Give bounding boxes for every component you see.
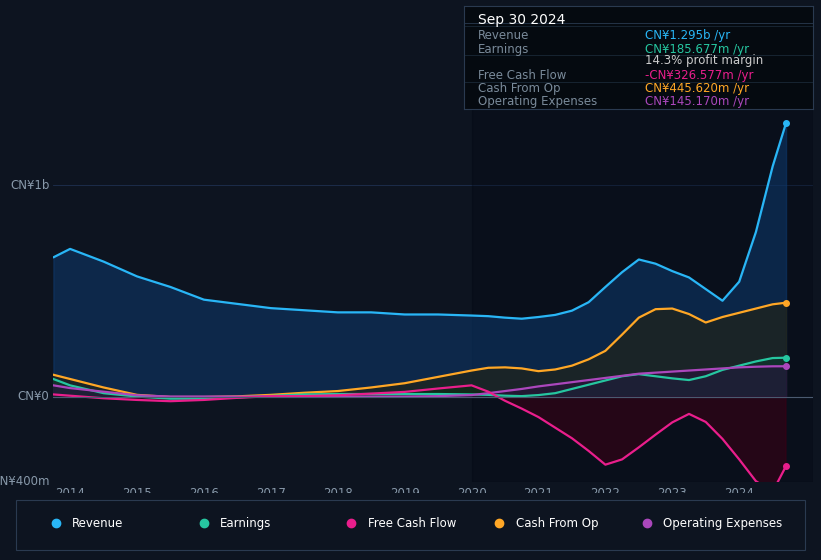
Bar (471, 101, 813, 482)
Text: CN¥1b: CN¥1b (10, 179, 49, 192)
Text: Free Cash Flow: Free Cash Flow (478, 68, 566, 82)
Text: CN¥445.620m /yr: CN¥445.620m /yr (645, 82, 750, 95)
Text: Cash From Op: Cash From Op (516, 516, 598, 530)
Text: Earnings: Earnings (478, 43, 530, 55)
Text: Operating Expenses: Operating Expenses (663, 516, 782, 530)
Text: CN¥185.677m /yr: CN¥185.677m /yr (645, 43, 750, 55)
Text: Sep 30 2024: Sep 30 2024 (478, 13, 565, 27)
Text: CN¥145.170m /yr: CN¥145.170m /yr (645, 95, 750, 109)
Text: Earnings: Earnings (220, 516, 272, 530)
Text: Free Cash Flow: Free Cash Flow (368, 516, 456, 530)
Text: -CN¥400m: -CN¥400m (0, 475, 49, 488)
Text: CN¥0: CN¥0 (18, 390, 49, 403)
Text: -CN¥326.577m /yr: -CN¥326.577m /yr (645, 68, 754, 82)
Text: Cash From Op: Cash From Op (478, 82, 560, 95)
Text: CN¥1.295b /yr: CN¥1.295b /yr (645, 29, 731, 42)
Text: 14.3% profit margin: 14.3% profit margin (645, 54, 764, 67)
Text: Operating Expenses: Operating Expenses (478, 95, 597, 109)
Text: Revenue: Revenue (478, 29, 530, 42)
Text: Revenue: Revenue (72, 516, 124, 530)
